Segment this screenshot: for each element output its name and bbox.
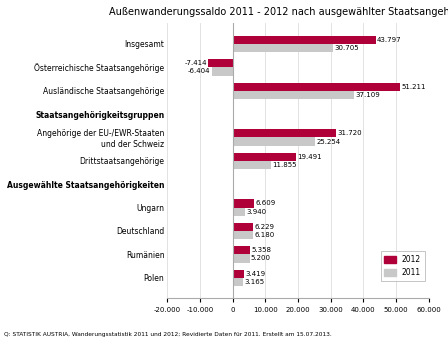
Text: 5.200: 5.200 — [251, 255, 271, 261]
Bar — [233, 36, 376, 44]
Bar — [233, 223, 253, 231]
Bar — [233, 199, 254, 207]
Bar — [233, 246, 250, 254]
Text: 3.165: 3.165 — [244, 279, 264, 285]
Bar — [208, 59, 233, 67]
Bar — [233, 137, 315, 146]
Bar — [233, 161, 271, 169]
Bar — [233, 153, 296, 161]
Text: Q: STATISTIK AUSTRIA, Wanderungsstatistik 2011 und 2012; Revidierte Daten für 20: Q: STATISTIK AUSTRIA, Wanderungsstatisti… — [4, 332, 332, 337]
Text: 6.180: 6.180 — [254, 232, 274, 238]
Text: 30.705: 30.705 — [334, 45, 359, 51]
Bar — [233, 129, 336, 137]
Text: 19.491: 19.491 — [297, 154, 322, 160]
Text: 3.940: 3.940 — [247, 209, 267, 215]
Bar — [233, 91, 354, 99]
Bar — [233, 278, 243, 286]
Text: 51.211: 51.211 — [401, 84, 426, 89]
Text: 3.419: 3.419 — [245, 271, 265, 277]
Text: 31.720: 31.720 — [337, 131, 362, 136]
Text: 6.609: 6.609 — [255, 200, 276, 206]
Text: 6.229: 6.229 — [254, 224, 274, 230]
Text: 5.358: 5.358 — [251, 247, 271, 253]
Text: 11.855: 11.855 — [273, 162, 297, 168]
Bar — [233, 44, 333, 52]
Bar — [233, 231, 253, 239]
Bar — [233, 207, 246, 216]
Text: -6.404: -6.404 — [188, 68, 211, 75]
Bar — [211, 67, 233, 76]
Text: -7.414: -7.414 — [185, 60, 207, 66]
Text: 37.109: 37.109 — [355, 92, 380, 98]
Text: 43.797: 43.797 — [377, 37, 402, 43]
Bar — [233, 270, 244, 278]
Bar — [233, 254, 250, 262]
Bar — [233, 82, 400, 91]
Title: Außenwanderungssaldo 2011 - 2012 nach ausgewählter Staatsangehörigkeit: Außenwanderungssaldo 2011 - 2012 nach au… — [109, 7, 448, 17]
Text: 25.254: 25.254 — [316, 139, 340, 144]
Legend: 2012, 2011: 2012, 2011 — [380, 251, 425, 281]
